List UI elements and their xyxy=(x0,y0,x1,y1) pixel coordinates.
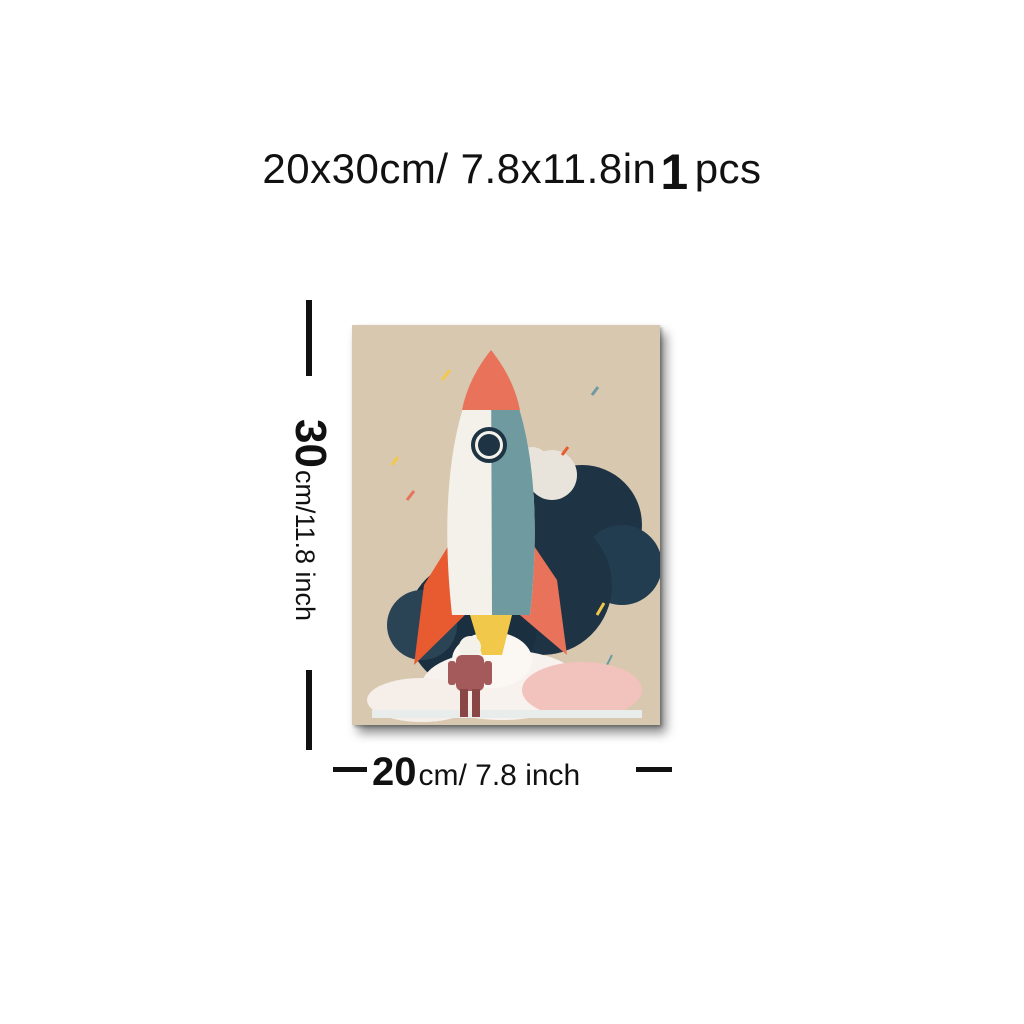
width-label: 20 cm/ 7.8 inch xyxy=(372,750,580,795)
size-text: 20x30cm/ 7.8x11.8in xyxy=(262,145,657,192)
height-label: 30 cm/11.8 inch xyxy=(285,419,335,621)
height-dimension-line-top xyxy=(306,300,312,376)
piece-unit: pcs xyxy=(694,145,762,192)
canvas-print xyxy=(352,325,660,725)
astronaut-figure xyxy=(448,636,492,717)
width-unit: cm/ 7.8 inch xyxy=(418,759,581,792)
rocket-nose-cone xyxy=(462,350,520,410)
product-size-heading: 20x30cm/ 7.8x11.8in1 pcs xyxy=(0,138,1024,200)
height-dimension-line-bottom xyxy=(306,670,312,750)
width-dimension-line-left xyxy=(333,767,367,772)
height-value: 30 xyxy=(286,418,335,468)
piece-count: 1 xyxy=(660,144,689,200)
height-unit: cm/11.8 inch xyxy=(290,469,320,622)
width-value: 20 xyxy=(372,750,417,794)
rocket-artwork xyxy=(352,325,660,725)
width-dimension-line-right xyxy=(636,767,672,772)
rocket-body-shade xyxy=(491,350,535,615)
